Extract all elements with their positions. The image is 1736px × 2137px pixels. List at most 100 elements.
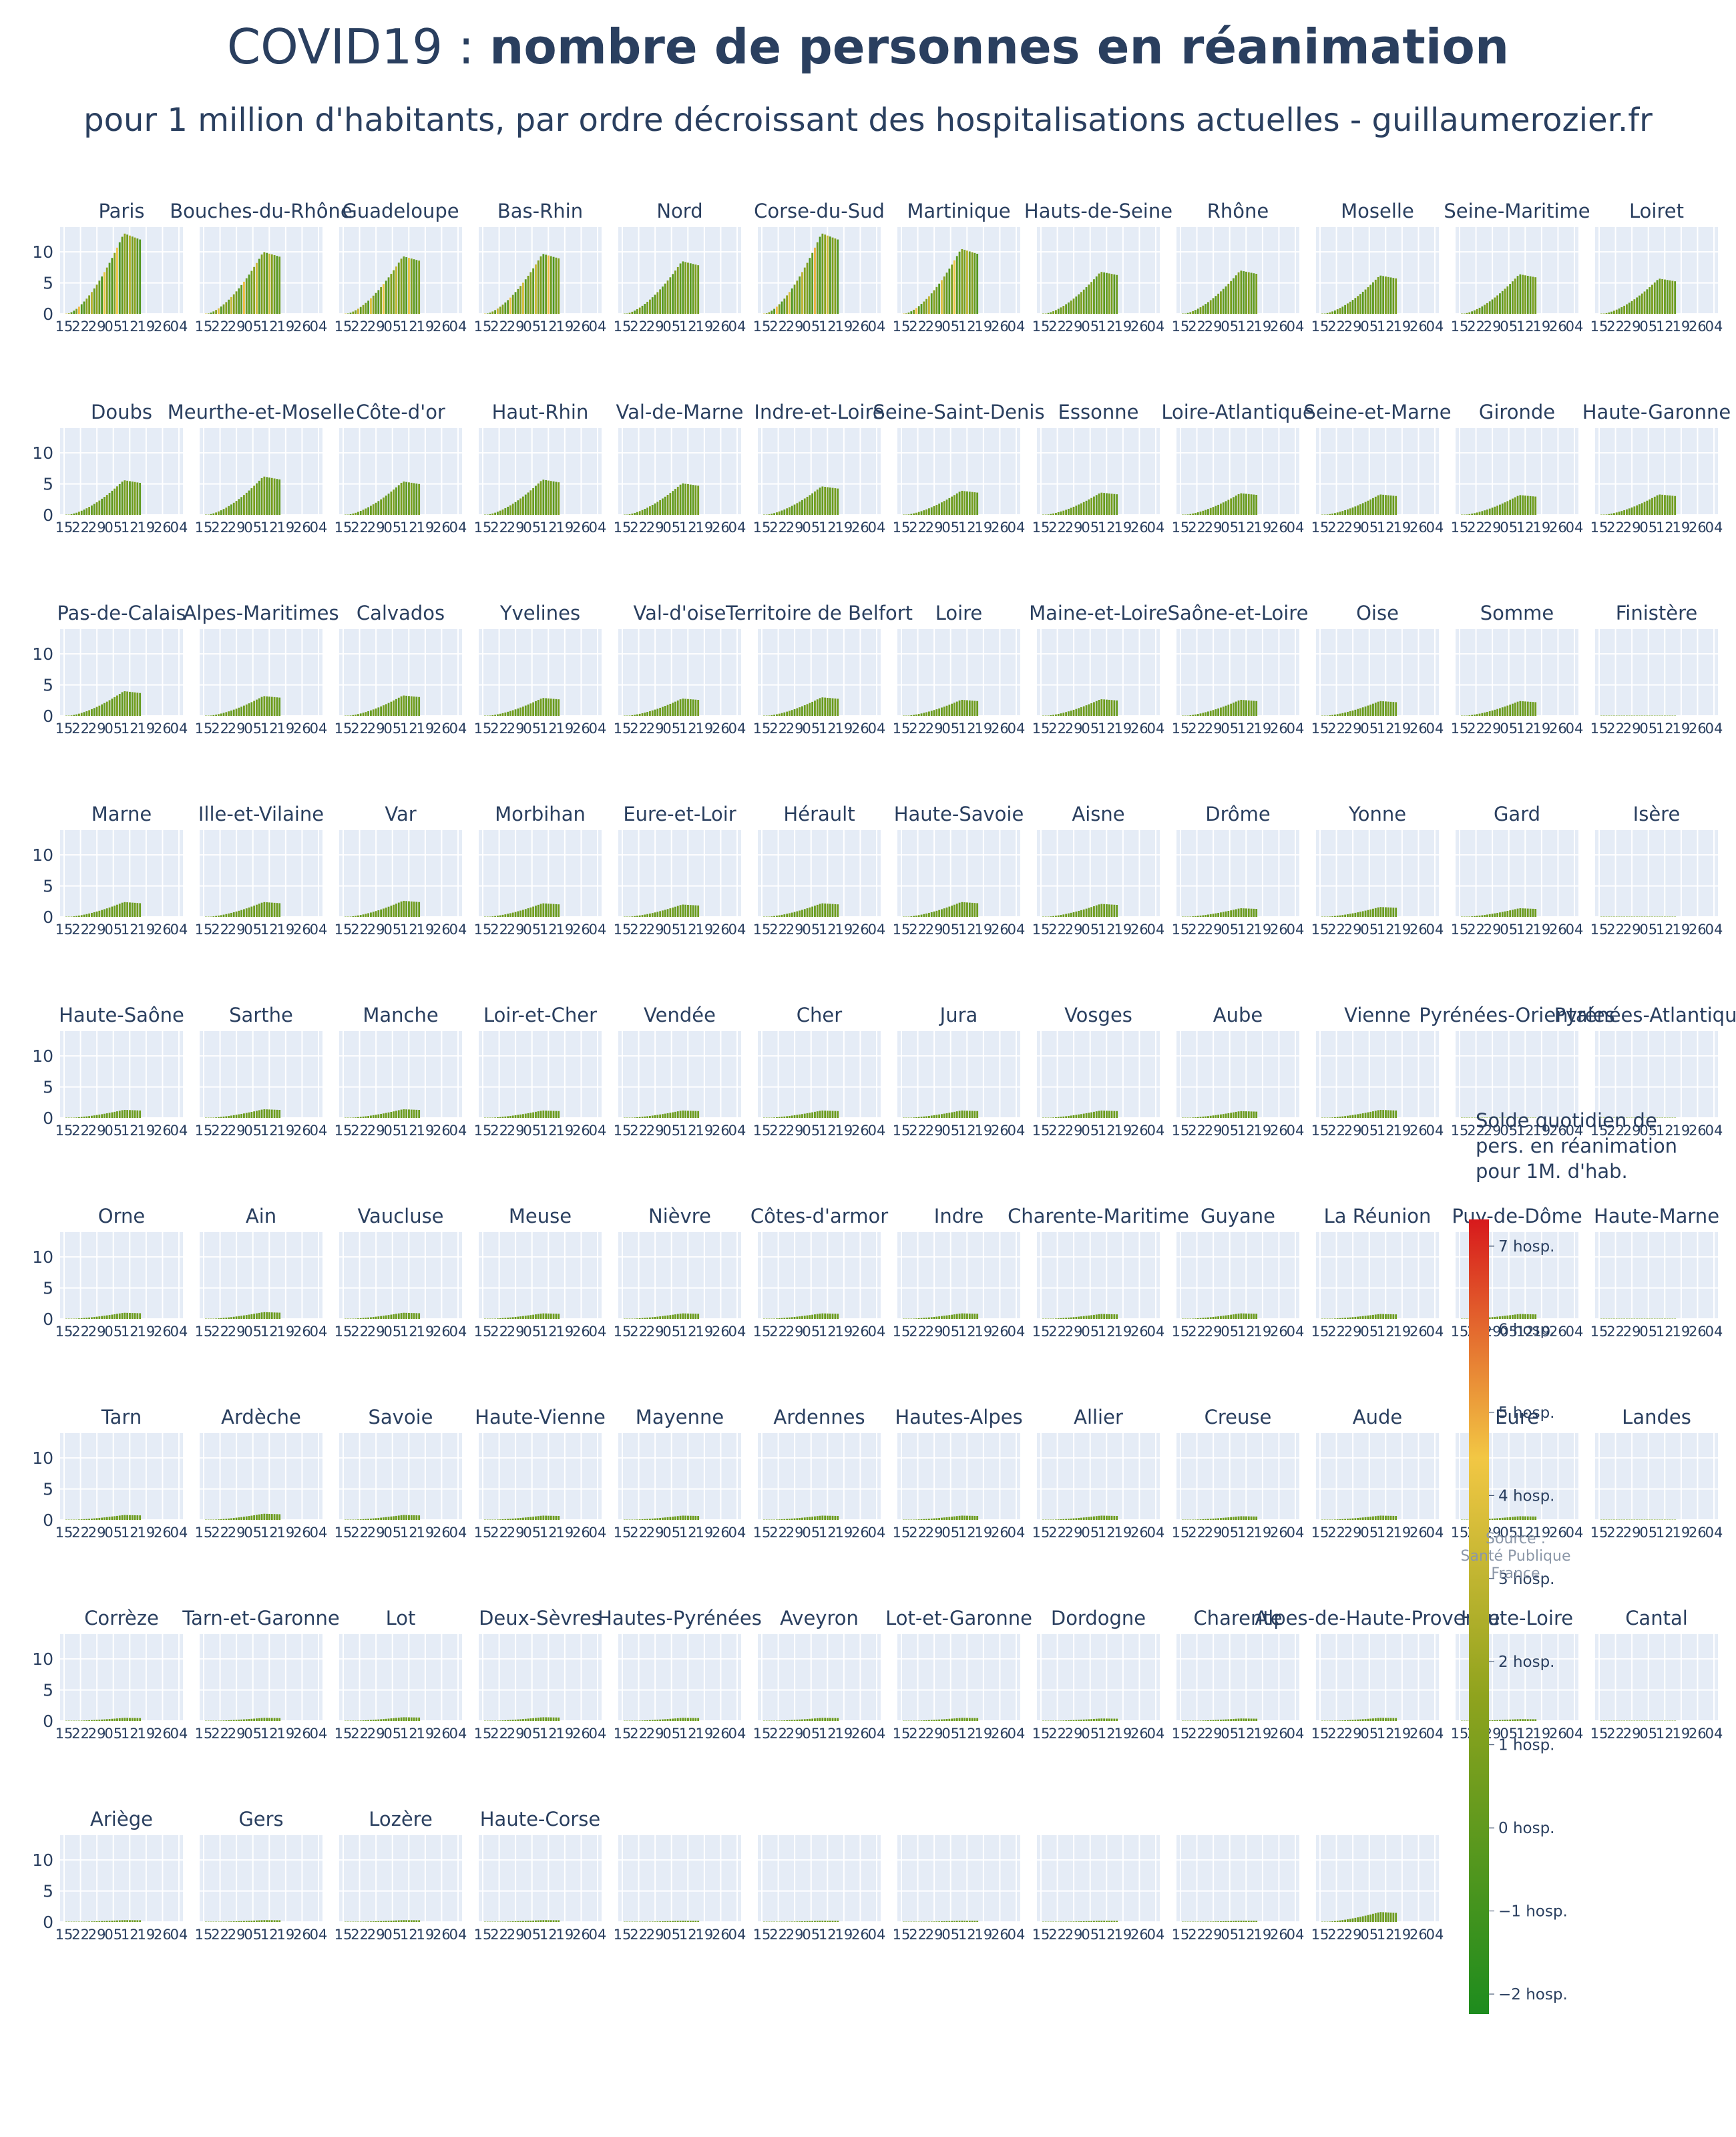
x-tick-label: 05 [1360,721,1378,737]
x-tick-label: 22 [630,1324,648,1340]
bar [1103,1718,1106,1721]
bar [494,1318,497,1319]
x-tick-label: 15 [893,922,911,938]
bar [687,904,689,917]
bar [232,294,235,314]
bar [509,505,511,515]
bar [773,1318,776,1319]
x-tick-label: 22 [1606,1324,1624,1340]
x-tick-label: 04 [728,1324,746,1340]
x-tick-label: 22 [909,922,927,938]
bar [390,492,393,515]
bar [1103,1515,1106,1520]
x-tick-label: 15 [1032,1324,1050,1340]
bar [963,1515,966,1520]
bar [676,266,679,314]
bar [941,1316,943,1319]
x-tick-label: 05 [662,922,680,938]
plot-area [758,1031,881,1118]
bar [108,262,111,314]
bar [1519,908,1522,917]
bar [387,1112,390,1118]
bar [103,497,105,515]
x-tick-label: 19 [556,1525,574,1541]
bar [1499,293,1501,314]
bar [80,1318,83,1319]
x-tick-label: 19 [137,520,155,536]
bar [684,699,687,716]
bar [945,1719,948,1721]
x-tick-label: 04 [589,1525,607,1541]
bar [646,1318,649,1319]
bar [1377,276,1379,314]
x-tick-label: 05 [941,1726,959,1742]
bar [1395,1516,1397,1520]
bar [359,1318,362,1319]
bar [222,1318,225,1319]
bar [951,1314,953,1319]
bar [786,1720,789,1721]
bar [1656,280,1659,314]
bar [1070,1720,1072,1721]
x-tick-label: 15 [1451,1324,1469,1340]
bar [1613,311,1615,314]
bar [803,498,806,515]
bar [250,270,253,314]
plot-area [1176,1031,1299,1118]
bar [1341,511,1344,515]
bar [945,1517,948,1520]
bar [694,485,697,515]
x-tick-label: 26 [1130,1525,1148,1541]
bar [1217,1115,1220,1118]
bar [925,1720,928,1721]
bar [1199,1720,1202,1721]
bar [228,299,230,314]
bar [806,1517,809,1520]
bar [1359,1316,1361,1319]
x-tick-label: 22 [1048,922,1066,938]
x-tick-label: 22 [1467,922,1485,938]
bar [973,1314,976,1319]
bar [91,1317,93,1319]
chart-title-bold: nombre de personnes en réanimation [489,19,1510,75]
bar [976,903,979,917]
bar [258,1718,260,1721]
x-tick-label: 04 [449,520,467,536]
bar [1506,910,1509,917]
x-tick-label: 04 [868,721,886,737]
bar [1349,508,1351,515]
bar [809,907,811,917]
bar [1506,1517,1509,1520]
bar [415,1515,418,1520]
bar [1349,914,1351,917]
x-tick-label: 12 [400,1525,418,1541]
bar [783,1519,786,1520]
bar [659,289,662,314]
bar [529,490,532,515]
bar [634,715,636,716]
x-tick-label: 19 [1393,520,1411,536]
bar [418,483,421,515]
bar [527,908,529,917]
subplot-title: Creuse [1205,1406,1272,1428]
x-tick-label: 05 [104,1726,122,1742]
bar [85,508,88,515]
bar [75,1117,78,1118]
bar [1468,715,1471,716]
bar [494,1117,497,1118]
x-tick-label: 19 [974,922,992,938]
bar [494,512,497,515]
x-tick-label: 22 [351,520,369,536]
bar [1661,278,1664,314]
bar [659,707,662,716]
bar [501,509,504,515]
bar [963,1718,966,1721]
bar [253,906,256,917]
bar [791,912,793,917]
x-tick-label: 29 [1205,520,1223,536]
bar [920,1519,923,1520]
bar [662,286,664,314]
bar [778,511,781,515]
